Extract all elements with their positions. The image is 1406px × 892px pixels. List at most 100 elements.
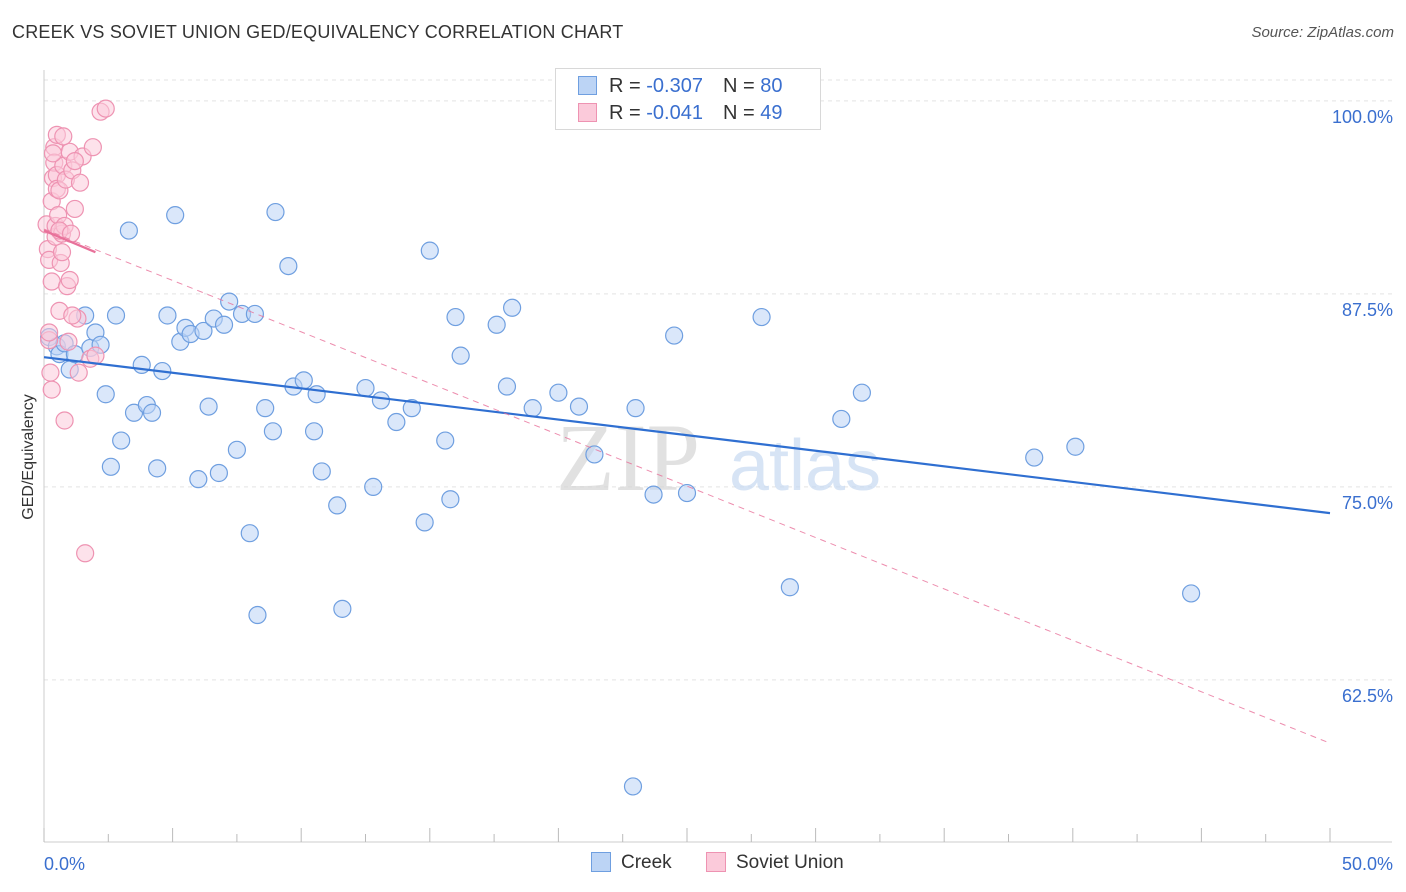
correlation-legend: R = -0.307 N = 80 R = -0.041 N = 49 [555,68,821,130]
soviet-union-point [65,151,84,171]
creek-point [677,483,697,503]
watermark-atlas: atlas [729,426,881,506]
creek-swatch [578,76,597,95]
legend-row-creek: R = -0.307 N = 80 [578,75,782,101]
creek-point [227,440,246,459]
creek-point [569,397,589,416]
series-legend: Creek Soviet Union [0,852,1406,878]
r-value-soviet-union: -0.041 [646,102,703,124]
creek-point [101,457,120,476]
creek-point [304,422,324,441]
creek-point [220,292,239,311]
y-tick-label: 62.5% [1342,686,1393,706]
creek-point [503,298,522,317]
soviet-union-point [41,363,60,382]
creek-point [158,306,177,325]
soviet-union-point [55,411,74,430]
soviet-union-point [42,380,61,399]
creek-point [436,431,455,450]
y-tick-label: 75.0% [1342,493,1393,513]
trend-lines [43,228,1331,744]
creek-point [256,399,275,418]
legend-item-soviet-union: Soviet Union [706,852,844,874]
soviet-union-trend-line [43,229,96,254]
creek-point [549,383,568,402]
creek-point [142,403,162,422]
soviet-union-point [70,173,90,192]
soviet-union-point [42,272,61,291]
soviet-union-point [54,127,73,146]
creek-point [497,377,517,396]
n-value-soviet-union: 49 [760,102,783,124]
y-axis-label: GED/Equivalency [20,394,37,519]
creek-point [112,431,131,450]
creek-point [623,777,643,796]
creek-point [371,391,391,410]
x-tick-label-min: 0.0% [44,854,85,874]
creek-point [626,399,645,418]
n-label: N = [722,102,761,124]
soviet-union-point [76,544,95,563]
creek-point [364,477,383,496]
r-value-creek: -0.307 [646,75,703,97]
creek-trend-line [43,356,1331,515]
creek-point [446,307,465,327]
r-label: R = [609,75,647,97]
soviet-union-point [59,332,78,351]
creek-point [266,202,285,222]
creek-point [106,306,126,325]
tick-labels: 62.5% 75.0% 87.5% 100.0% 0.0% 50.0% [44,107,1393,874]
creek-point [441,490,460,509]
creek-point [96,385,115,404]
creek-point [415,513,434,532]
creek-point [245,304,265,324]
r-label: R = [609,102,647,124]
soviet-union-point [65,199,84,219]
creek-point [487,315,506,334]
soviet-union-point [69,363,88,382]
creek-legend-label: Creek [621,852,672,873]
creek-point [166,206,185,225]
soviet-union-point [63,306,82,325]
creek-point [312,462,331,481]
legend-row-soviet-union: R = -0.041 N = 49 [578,102,782,128]
soviet-union-point [43,144,63,163]
axes [43,70,1392,843]
creek-point [356,378,375,398]
x-tick-label-max: 50.0% [1342,854,1393,874]
creek-point [1182,584,1201,603]
soviet-union-point [86,346,105,365]
soviet-union-point [40,323,59,342]
creek-point [387,412,406,432]
creek-point [752,307,771,327]
soviet-union-legend-swatch [706,852,726,872]
creek-point [451,346,470,365]
soviet-union-point [83,138,102,157]
creek-point [832,409,851,429]
y-tick-label: 100.0% [1332,107,1393,127]
chart-title: CREEK VS SOVIET UNION GED/EQUIVALENCY CO… [12,22,624,42]
creek-point [1025,448,1044,467]
creek-point [852,383,871,402]
y-tick-label: 87.5% [1342,300,1393,320]
creek-point [307,385,326,404]
n-value-creek: 80 [760,75,783,97]
creek-point [240,524,259,543]
source-credit: Source: ZipAtlas.com [1251,24,1394,41]
creek-point [214,315,234,334]
creek-point [665,326,684,345]
creek-point [248,605,267,625]
creek-point [148,459,167,478]
creek-point [189,470,208,489]
legend-item-creek: Creek [591,852,672,874]
creek-legend-swatch [591,852,611,872]
creek-point [199,397,218,416]
n-label: N = [722,75,761,97]
creek-point [333,599,352,618]
soviet-union-point [60,270,79,290]
creek-point [402,399,421,418]
creek-point [263,422,283,441]
soviet-union-point [52,243,72,262]
creek-point [209,463,228,483]
